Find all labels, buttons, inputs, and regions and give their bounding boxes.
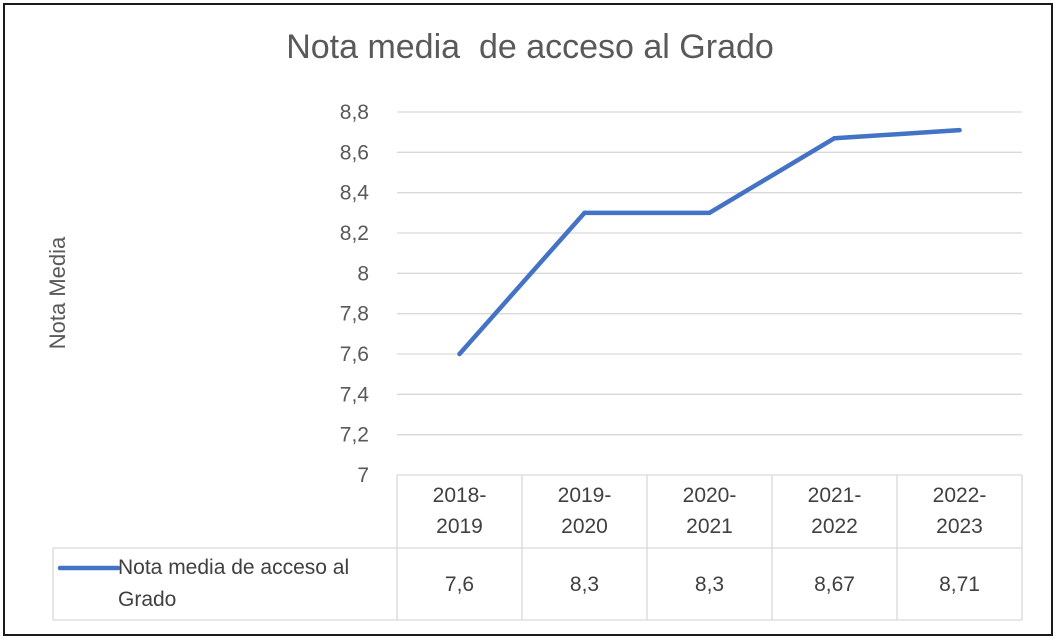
series-line	[457, 127, 962, 357]
table-value: 8,71	[939, 573, 980, 596]
x-category-label: 2018-2019	[433, 484, 487, 538]
legend-label: Nota media de acceso al Grado	[118, 556, 350, 611]
y-tick-label: 8,4	[340, 182, 370, 205]
table-value: 8,3	[695, 573, 724, 596]
y-tick-label: 8,8	[340, 101, 369, 124]
x-category-label: 2022-2023	[933, 484, 987, 538]
chart-frame	[3, 3, 1053, 636]
chart-title: Nota media de acceso al Grado	[286, 28, 774, 66]
table-value: 8,67	[814, 573, 855, 596]
y-tick-label: 7,6	[340, 343, 369, 366]
data-point	[457, 351, 462, 357]
y-tick-label: 7,8	[340, 303, 369, 326]
y-tick-label: 8	[357, 262, 369, 285]
y-tick-label: 7,4	[340, 383, 370, 406]
table-value: 8,3	[570, 573, 599, 596]
data-point	[957, 127, 962, 133]
x-category-label: 2019-2020	[558, 484, 612, 538]
data-point	[582, 210, 587, 216]
data-point	[832, 136, 837, 141]
table-value: 7,6	[445, 573, 474, 596]
y-tick-label: 7,2	[340, 424, 369, 447]
y-tick-label: 8,2	[340, 222, 369, 245]
data-point	[707, 210, 712, 216]
y-tick-label: 7	[357, 464, 369, 487]
x-category-label: 2021-2022	[808, 484, 862, 538]
x-category-label: 2020-2021	[683, 484, 737, 538]
y-tick-label: 8,6	[340, 141, 369, 164]
